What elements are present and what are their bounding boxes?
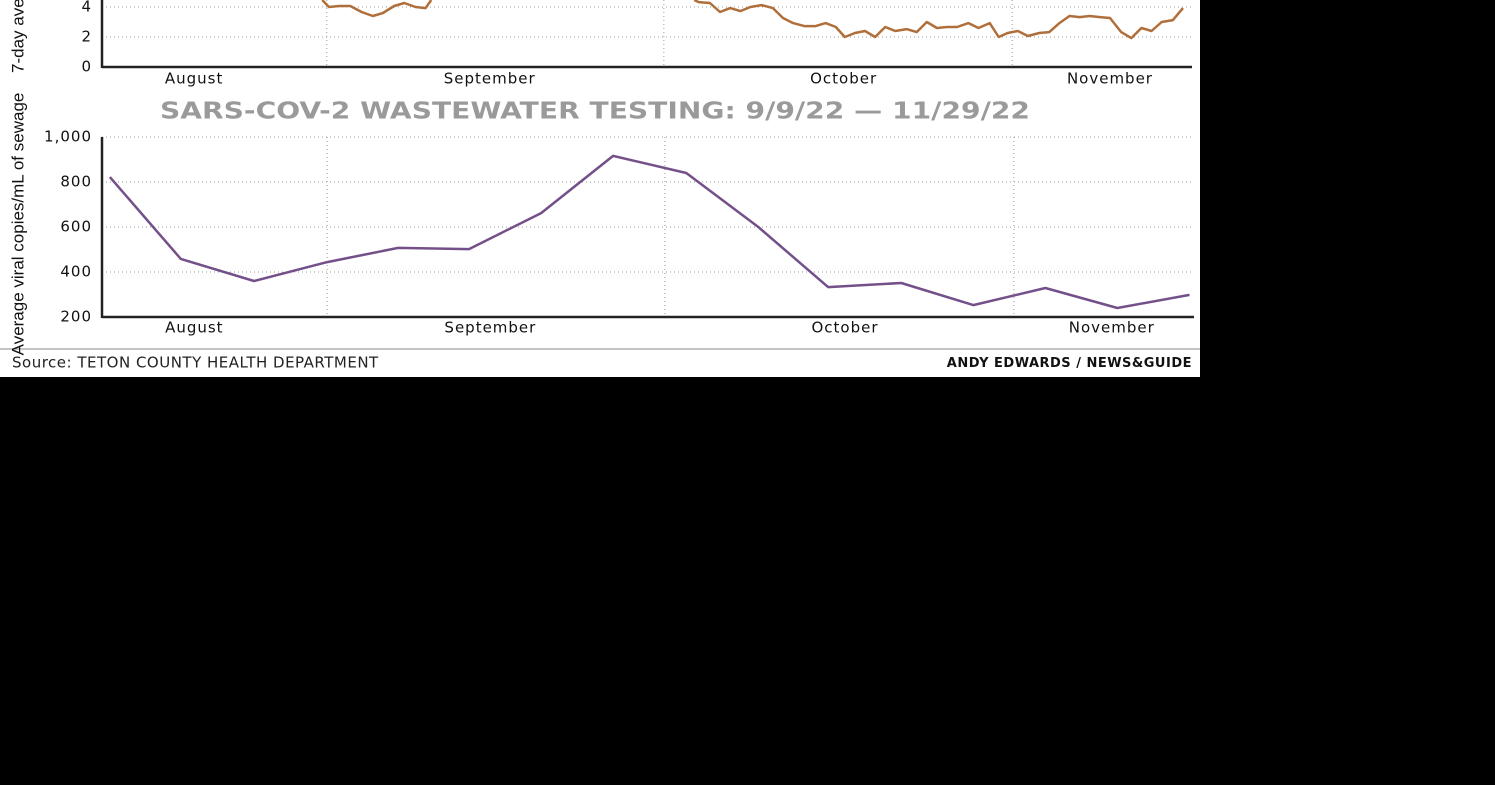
x-tick-label: September [444, 319, 536, 337]
x-tick-label: October [811, 319, 878, 337]
y-axis-label: Average viral copies/mL of sewage [8, 93, 27, 356]
chart: SARS-COV-2 WASTEWATER TESTING: 9/9/22 — … [0, 0, 1200, 377]
x-tick-label: November [1067, 70, 1153, 88]
data-line [108, 154, 1190, 310]
y-tick-label: 400 [60, 263, 92, 281]
chart-title: SARS-COV-2 WASTEWATER TESTING: 9/9/22 — … [160, 99, 1030, 125]
outlet: / NEWS&GUIDE [1076, 356, 1192, 371]
x-tick-label: October [810, 70, 877, 88]
y-tick-label: 1,000 [44, 128, 92, 146]
y-tick-label: 600 [60, 218, 92, 236]
x-tick-label: August [165, 319, 224, 337]
data-line [321, 0, 1184, 40]
credit: ANDY EDWARDS / NEWS&GUIDE [947, 356, 1192, 371]
x-tick-label: September [444, 70, 536, 88]
y-tick-label: 0 [81, 58, 92, 76]
x-tick-label: November [1069, 319, 1155, 337]
y-axis-label: 7-day average [8, 0, 27, 73]
y-tick-label: 800 [60, 173, 92, 191]
author: ANDY EDWARDS [947, 356, 1071, 371]
y-tick-label: 4 [81, 0, 92, 16]
background [0, 0, 1200, 377]
y-tick-label: 200 [60, 308, 92, 326]
y-tick-label: 2 [81, 28, 92, 46]
x-tick-label: August [165, 70, 224, 88]
source: Source: TETON COUNTY HEALTH DEPARTMENT [12, 354, 379, 372]
